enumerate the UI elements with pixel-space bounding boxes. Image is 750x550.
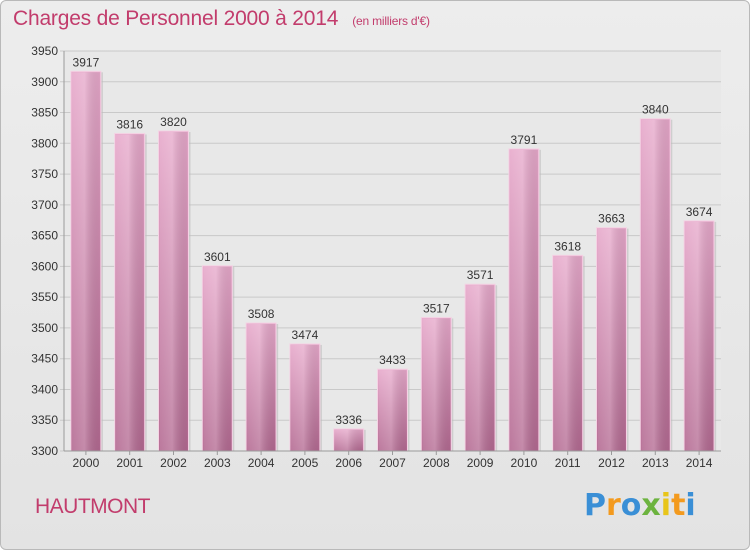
- data-label: 3618: [554, 239, 581, 253]
- bar-highlight: [553, 256, 582, 451]
- y-tick-label: 3350: [31, 413, 58, 427]
- y-tick-label: 3500: [31, 321, 58, 335]
- bar-highlight: [597, 228, 626, 451]
- logo-letter: i: [685, 488, 696, 523]
- data-label: 3517: [423, 301, 450, 315]
- chart-subtitle: (en milliers d'€): [352, 14, 430, 28]
- logo-letter: P: [584, 488, 606, 523]
- y-tick-label: 3400: [31, 382, 58, 396]
- data-label: 3663: [598, 212, 625, 226]
- x-tick-label: 2004: [248, 456, 275, 470]
- y-tick-label: 3300: [31, 444, 58, 458]
- logo-letter: r: [606, 488, 621, 523]
- logo-letter: t: [671, 488, 686, 523]
- proxiti-logo[interactable]: Proxiti: [584, 488, 696, 523]
- chart-title: Charges de Personnel 2000 à 2014 (en mill…: [13, 7, 430, 31]
- bar-highlight: [290, 344, 319, 451]
- x-tick-label: 2006: [335, 456, 362, 470]
- x-tick-label: 2003: [204, 456, 231, 470]
- bar-highlight: [71, 72, 100, 452]
- bars: [70, 70, 717, 452]
- y-tick-label: 3700: [31, 198, 58, 212]
- y-tick-label: 3550: [31, 290, 58, 304]
- location-label: HAUTMONT: [35, 495, 151, 518]
- chart-title-text: Charges de Personnel 2000 à 2014: [13, 7, 339, 30]
- x-tick-label: 2001: [116, 456, 143, 470]
- bar-highlight: [334, 429, 363, 451]
- bar-highlight: [466, 285, 495, 451]
- data-label: 3917: [73, 55, 100, 69]
- x-tick-label: 2014: [686, 456, 713, 470]
- y-tick-label: 3650: [31, 229, 58, 243]
- bar-highlight: [203, 266, 232, 451]
- y-tick-label: 3750: [31, 167, 58, 181]
- data-label: 3336: [335, 413, 362, 427]
- logo-letter: x: [641, 488, 661, 523]
- bar-highlight: [247, 324, 276, 451]
- y-axis: 3300 3350 3400 3450 3500 3550 3600 3650 3700 3750…: [31, 44, 65, 458]
- data-label: 3571: [467, 268, 494, 282]
- x-tick-label: 2012: [598, 456, 625, 470]
- data-label: 3820: [160, 115, 187, 129]
- x-tick-label: 2010: [511, 456, 538, 470]
- x-tick-label: 2002: [160, 456, 187, 470]
- data-label: 3840: [642, 103, 669, 117]
- x-tick-label: 2013: [642, 456, 669, 470]
- bar-highlight: [509, 149, 538, 451]
- x-tick-label: 2007: [379, 456, 406, 470]
- x-tick-label: 2008: [423, 456, 450, 470]
- data-label: 3433: [379, 353, 406, 367]
- data-label: 3508: [248, 307, 275, 321]
- logo-letter: i: [660, 488, 672, 523]
- bar-highlight: [641, 119, 670, 451]
- data-label: 3816: [116, 117, 143, 131]
- y-tick-label: 3900: [31, 75, 58, 89]
- y-tick-label: 3800: [31, 136, 58, 150]
- y-tick-label: 3600: [31, 259, 58, 273]
- bar-highlight: [115, 134, 144, 451]
- data-label: 3791: [511, 133, 538, 147]
- x-axis: 2000 2001 2002 2003 2004 2005 2006 2007 2008 2009…: [64, 450, 721, 470]
- x-tick-label: 2000: [73, 456, 100, 470]
- data-label: 3601: [204, 250, 231, 264]
- bar-highlight: [422, 318, 451, 451]
- logo-letter: o: [620, 488, 642, 523]
- x-tick-label: 2005: [292, 456, 319, 470]
- data-labels: 3917 3816 3820 3601 3508 3474 3336 3433 3517 3571…: [73, 55, 713, 427]
- y-tick-label: 3950: [31, 44, 58, 58]
- y-tick-label: 3450: [31, 352, 58, 366]
- bar-highlight: [685, 221, 714, 451]
- data-label: 3674: [686, 205, 713, 219]
- y-tick-label: 3850: [31, 106, 58, 120]
- bar-highlight: [159, 132, 188, 451]
- data-label: 3474: [292, 328, 319, 342]
- x-tick-label: 2009: [467, 456, 494, 470]
- x-tick-label: 2011: [555, 456, 581, 470]
- bar-highlight: [378, 370, 407, 451]
